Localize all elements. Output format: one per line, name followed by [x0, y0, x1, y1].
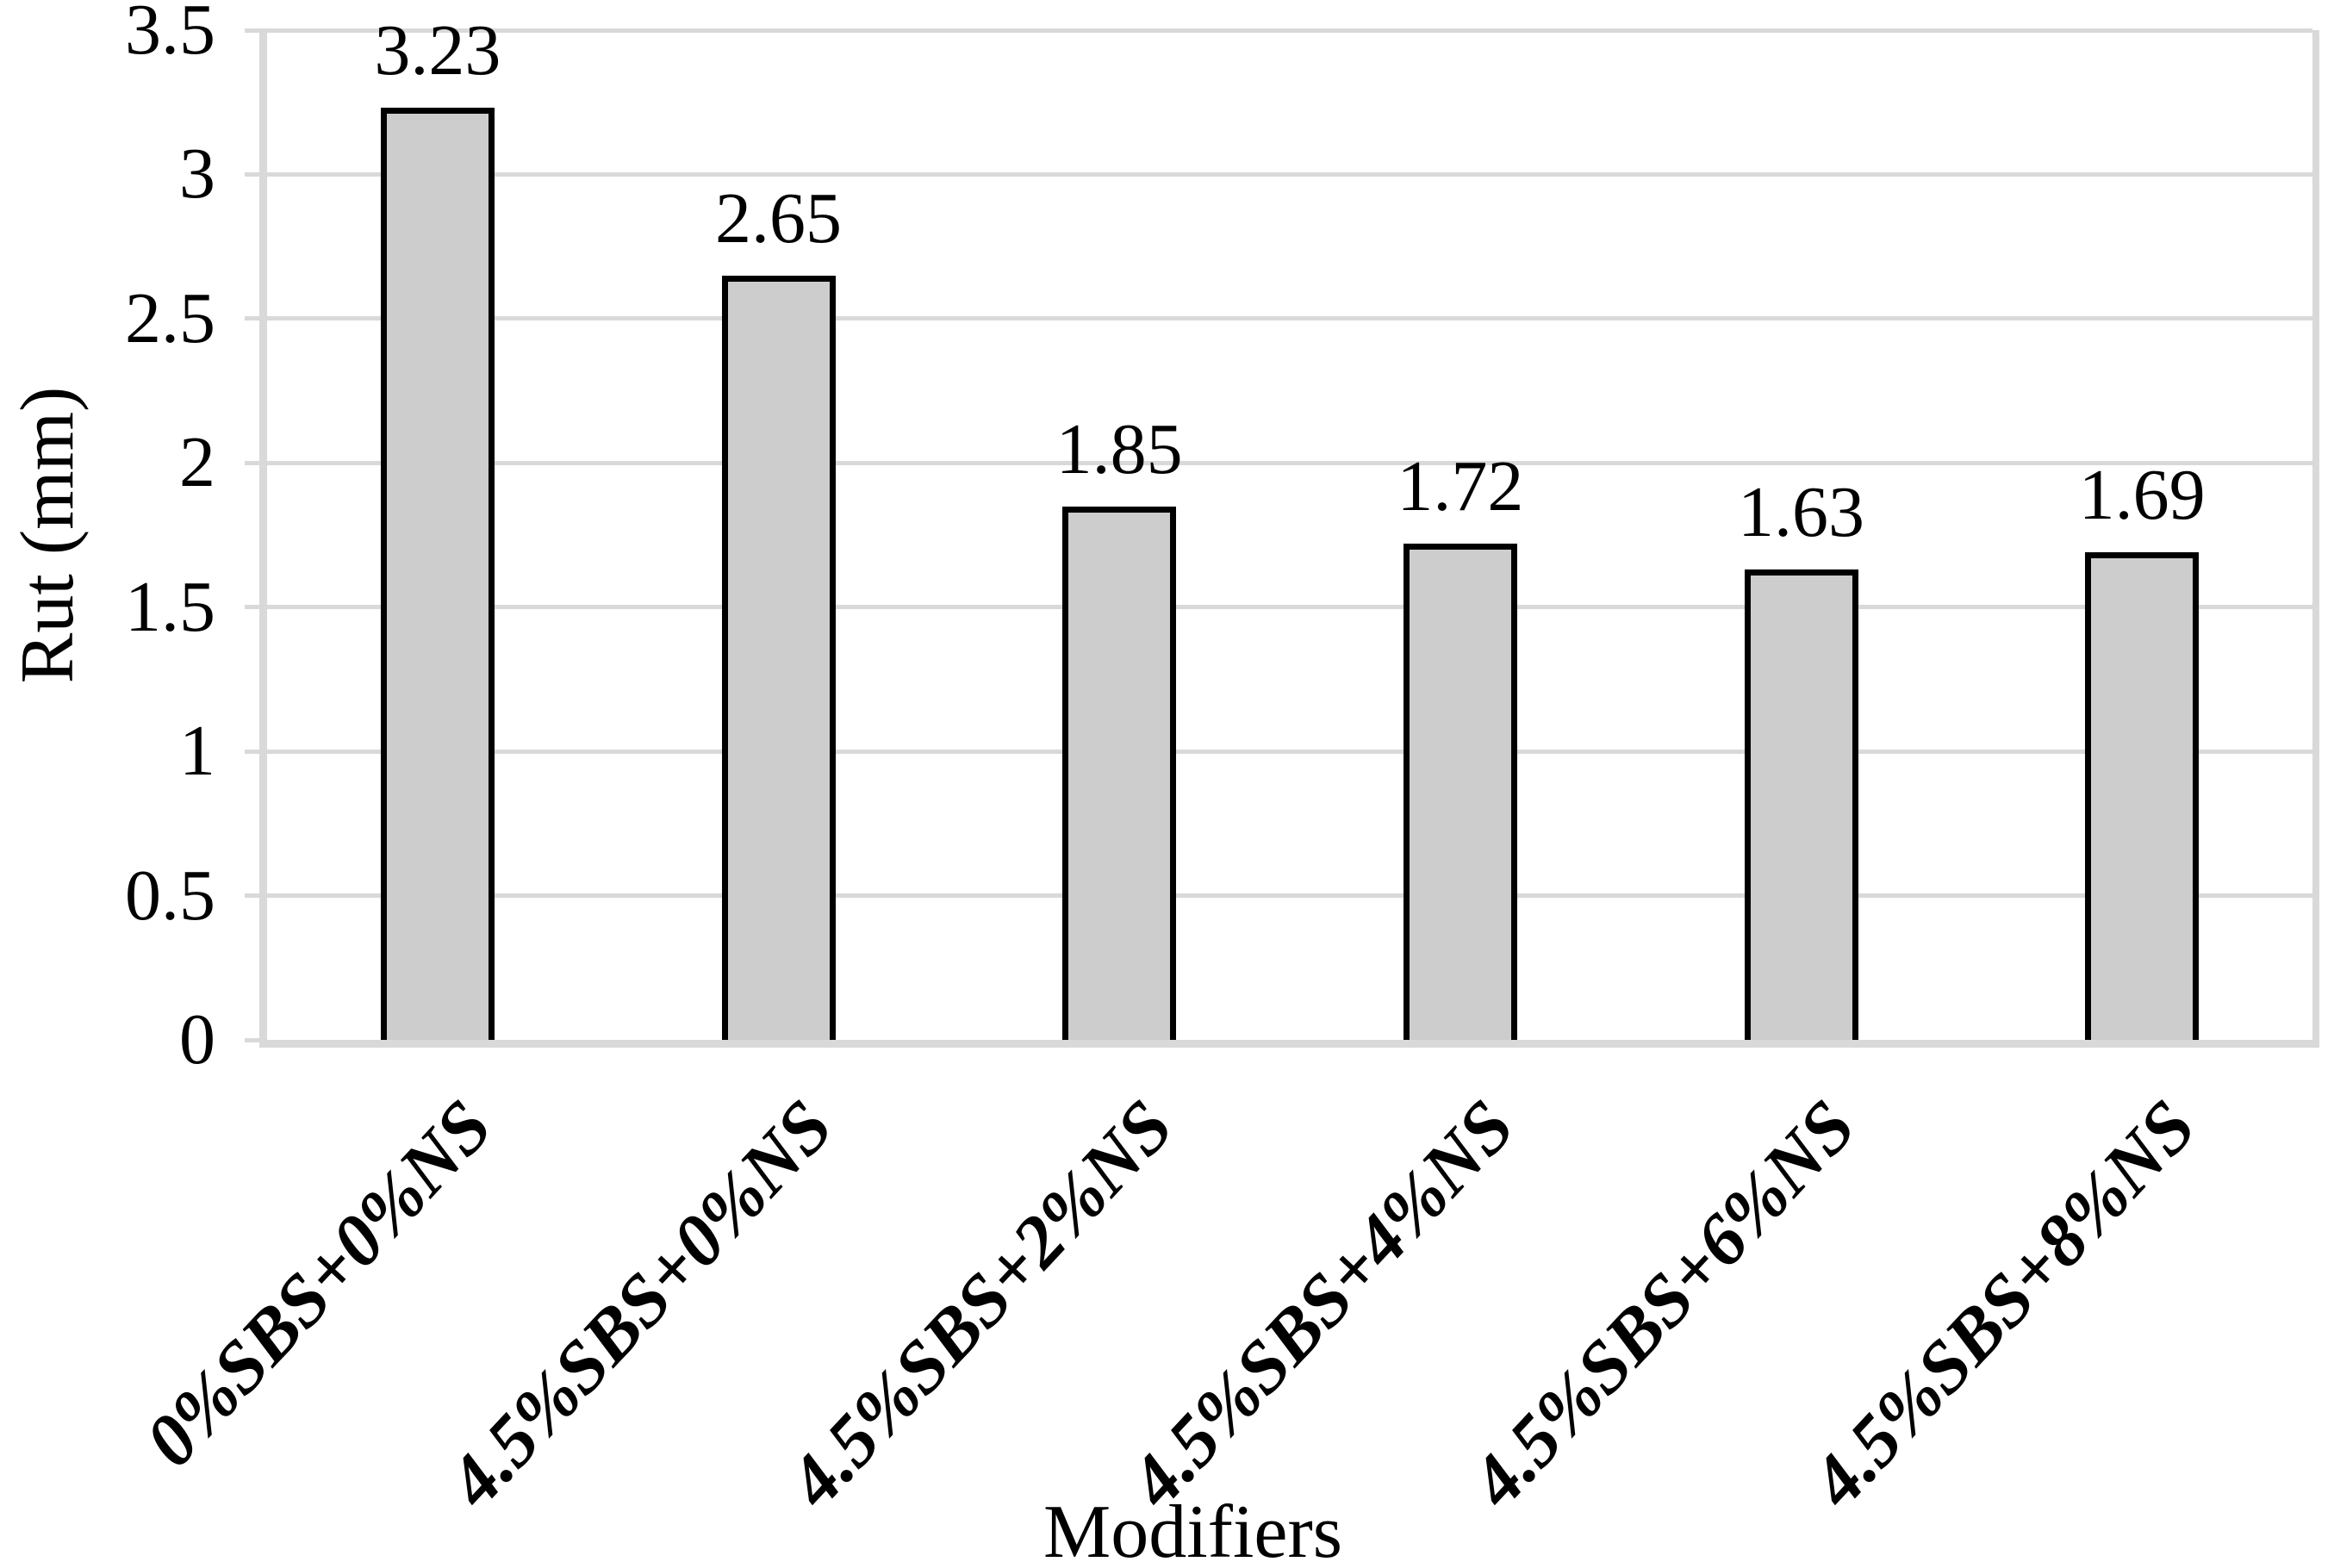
bar-value-label: 1.85: [1055, 409, 1183, 489]
gridline: [267, 316, 2312, 321]
y-tick-label: 2: [179, 422, 215, 503]
y-tick-label: 0: [179, 999, 215, 1080]
y-tick-label: 1: [179, 711, 215, 792]
gridline: [267, 605, 2312, 610]
bar: [1062, 507, 1177, 1040]
plot-area: 3.23 2.65 1.85 1.72 1.63 1.69: [245, 15, 2319, 1048]
x-axis-title: Modifiers: [1043, 1490, 1343, 1568]
y-tick-mark: [245, 171, 267, 177]
gridline: [267, 893, 2312, 899]
bar: [2085, 552, 2200, 1040]
bar: [721, 276, 836, 1040]
y-tick-label: 3.5: [125, 0, 215, 70]
x-category-label: 0%SBS+0%NS: [128, 1084, 507, 1482]
bar: [1403, 544, 1517, 1040]
y-tick-label: 2.5: [125, 277, 215, 358]
y-tick-label: 3: [179, 134, 215, 215]
bar: [1744, 569, 1858, 1040]
y-tick-label: 1.5: [125, 566, 215, 647]
y-tick-mark: [245, 1037, 267, 1042]
bar-value-label: 1.69: [2078, 455, 2206, 535]
bar-value-label: 3.23: [374, 10, 501, 90]
gridline: [267, 749, 2312, 754]
gridline: [267, 28, 2312, 33]
gridline: [267, 171, 2312, 177]
y-tick-mark: [245, 749, 267, 754]
bar: [380, 108, 495, 1040]
y-tick-mark: [245, 605, 267, 610]
y-tick-mark: [245, 893, 267, 899]
y-tick-mark: [245, 460, 267, 465]
y-tick-label: 0.5: [125, 855, 215, 936]
y-tick-mark: [245, 316, 267, 321]
y-tick-mark: [245, 28, 267, 33]
bar-value-label: 1.63: [1738, 472, 1864, 552]
gridline: [267, 460, 2312, 465]
bar-value-label: 2.65: [715, 178, 842, 258]
bar-value-label: 1.72: [1397, 446, 1524, 526]
